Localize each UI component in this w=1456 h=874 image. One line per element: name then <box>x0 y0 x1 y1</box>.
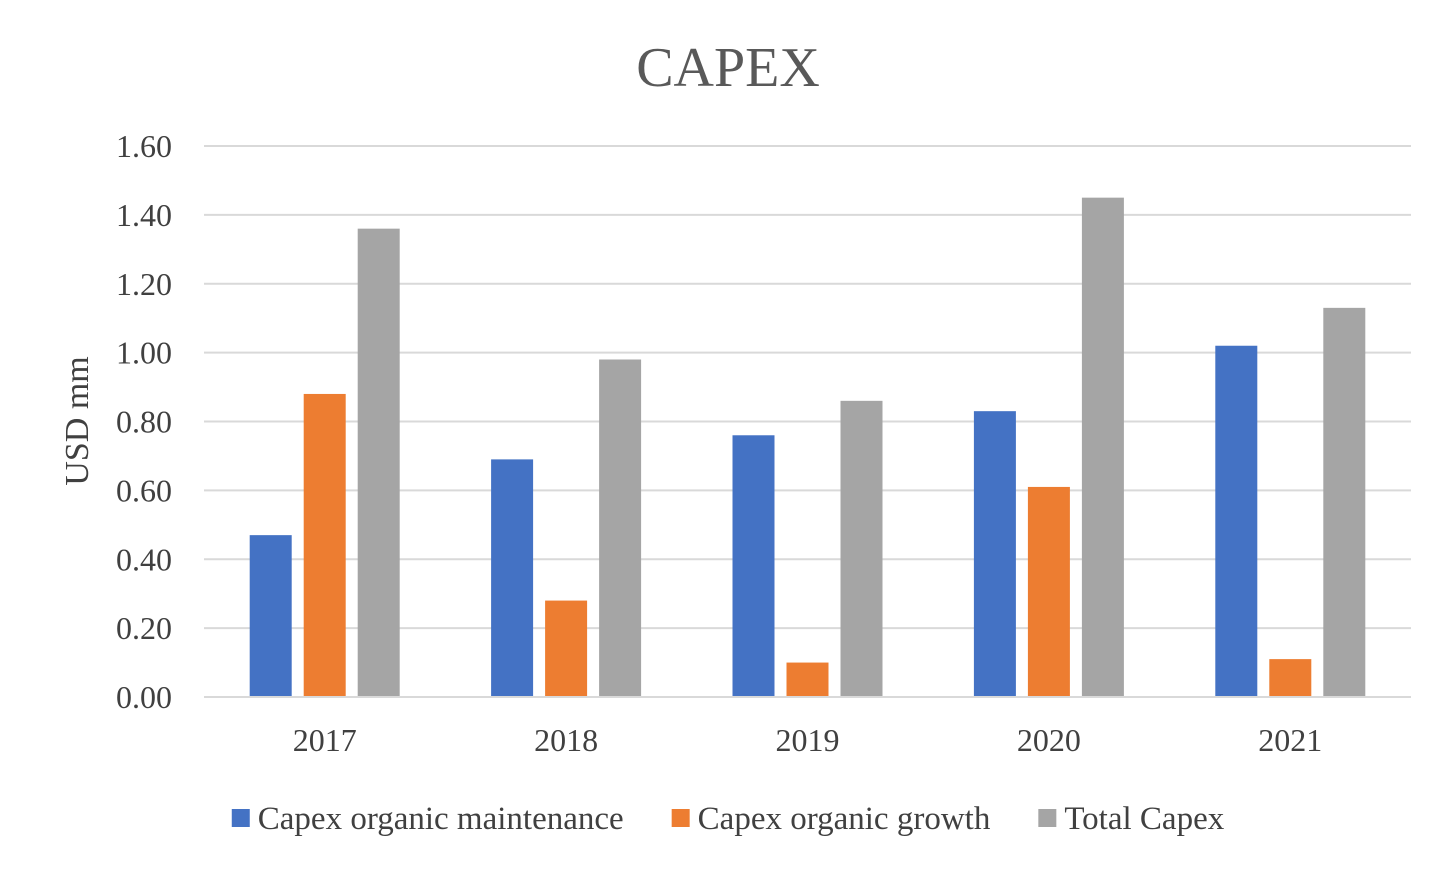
y-axis-label: USD mm <box>59 356 96 485</box>
x-tick-label: 2017 <box>293 722 357 758</box>
y-tick-label: 0.40 <box>116 541 172 577</box>
bar-capex-organic-maintenance-2019 <box>732 435 775 697</box>
legend: Capex organic maintenance Capex organic g… <box>231 801 1225 837</box>
y-tick-label: 0.80 <box>116 404 172 440</box>
legend-item: Total Capex <box>1038 801 1225 837</box>
y-tick-label: 0.60 <box>116 472 172 508</box>
bar-capex-organic-maintenance-2017 <box>249 535 292 697</box>
bar-capex-organic-growth-2019 <box>786 662 829 697</box>
x-tick-label: 2020 <box>1017 722 1081 758</box>
bar-capex-organic-maintenance-2018 <box>491 459 534 697</box>
legend-item: Capex organic growth <box>671 801 991 837</box>
gridlines <box>204 145 1411 630</box>
bar-total-capex-2018 <box>599 359 642 697</box>
chart-title: CAPEX <box>636 37 820 99</box>
bar-capex-organic-growth-2020 <box>1027 486 1070 697</box>
y-tick-label: 0.00 <box>116 679 172 715</box>
x-tick-label: 2018 <box>534 722 598 758</box>
y-tick-label: 1.40 <box>116 197 172 233</box>
y-tick-label: 1.20 <box>116 266 172 302</box>
bar-capex-organic-growth-2017 <box>303 393 346 697</box>
y-tick-label: 1.00 <box>116 335 172 371</box>
x-tick-label: 2019 <box>776 722 840 758</box>
x-axis-ticks: 2017 2018 2019 2020 2021 <box>293 722 1323 758</box>
bar-total-capex-2019 <box>840 400 883 697</box>
bar-capex-organic-growth-2018 <box>545 600 588 697</box>
y-tick-label: 0.20 <box>116 610 172 646</box>
y-tick-label: 1.60 <box>116 128 172 164</box>
legend-label: Total Capex <box>1064 801 1224 837</box>
legend-swatch <box>671 809 690 827</box>
legend-label: Capex organic maintenance <box>258 801 624 837</box>
bar-capex-organic-maintenance-2020 <box>973 411 1016 697</box>
bar-total-capex-2021 <box>1323 307 1366 697</box>
legend-item: Capex organic maintenance <box>231 801 624 837</box>
legend-swatch <box>231 809 250 827</box>
x-tick-label: 2021 <box>1258 722 1322 758</box>
bar-total-capex-2020 <box>1081 197 1124 697</box>
bar-capex-organic-maintenance-2021 <box>1215 345 1258 697</box>
bar-total-capex-2017 <box>357 228 400 697</box>
legend-swatch <box>1038 809 1057 827</box>
bar-capex-organic-growth-2021 <box>1269 659 1312 697</box>
y-axis-ticks: 0.00 0.20 0.40 0.60 0.80 1.00 1.20 1.40 1.60 <box>116 128 172 715</box>
bars <box>249 197 1366 697</box>
legend-label: Capex organic growth <box>698 801 991 837</box>
